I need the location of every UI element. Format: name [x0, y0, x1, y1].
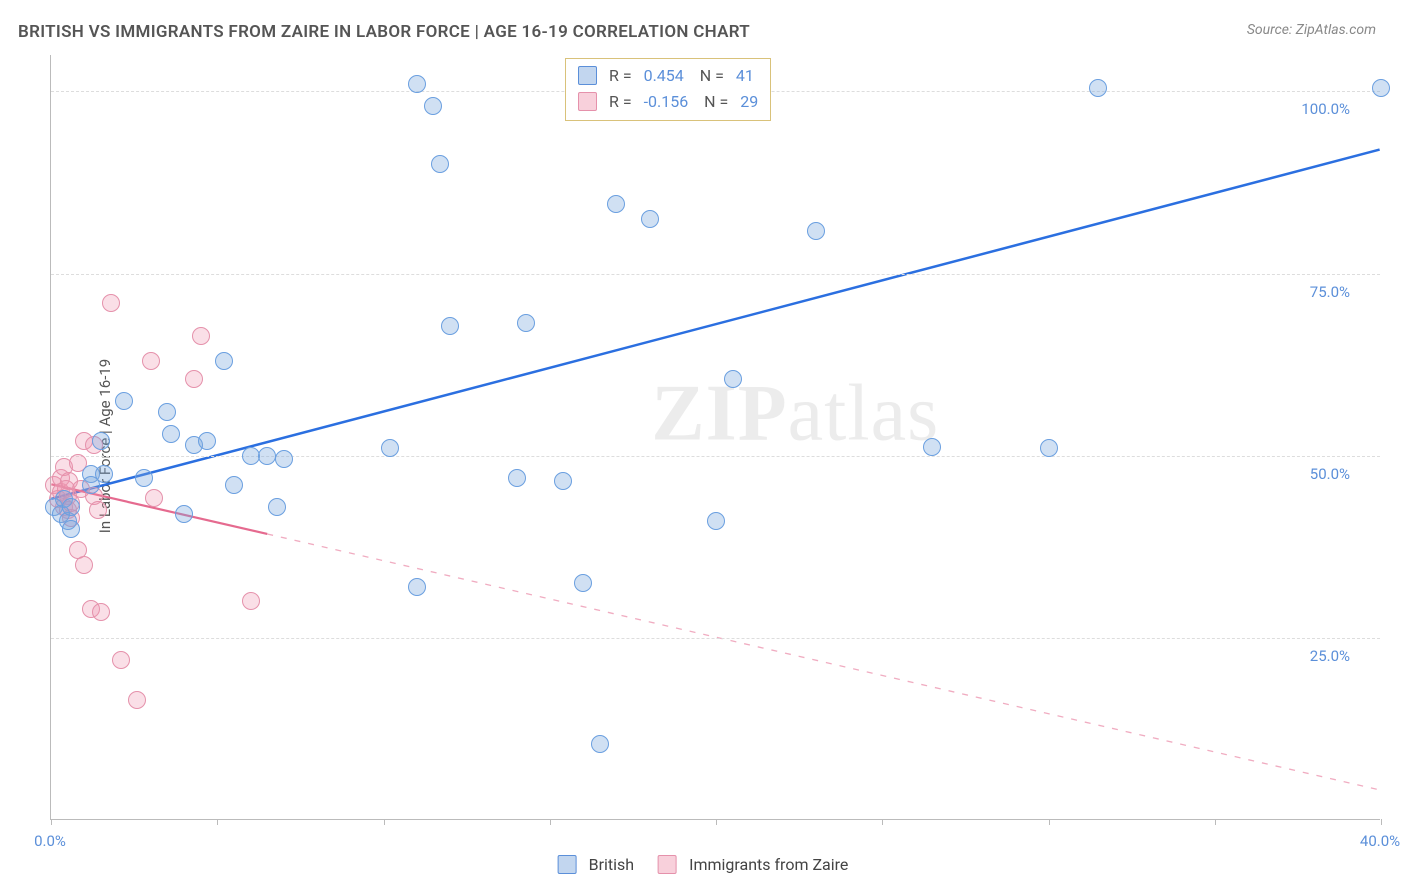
- data-point: [1372, 79, 1390, 97]
- x-tick-label: 0.0%: [34, 832, 66, 850]
- x-tick: [550, 819, 551, 825]
- stats-row-zaire: R = -0.156 N = 29: [578, 89, 758, 115]
- data-point: [158, 403, 176, 421]
- data-point: [641, 210, 659, 228]
- x-tick: [882, 819, 883, 825]
- plot-area: ZIPatlas 25.0% 50.0% 75.0% 100.0%: [50, 55, 1380, 820]
- data-point: [275, 450, 293, 468]
- data-point: [1040, 439, 1058, 457]
- stat-r-label: R =: [609, 89, 636, 115]
- y-tick-label: 50.0%: [1310, 465, 1350, 483]
- y-tick-label: 25.0%: [1310, 647, 1350, 665]
- legend-item-british: British: [558, 855, 634, 874]
- data-point: [1089, 79, 1107, 97]
- chart-title: BRITISH VS IMMIGRANTS FROM ZAIRE IN LABO…: [18, 22, 750, 42]
- data-point: [607, 195, 625, 213]
- data-point: [92, 432, 110, 450]
- chart-container: BRITISH VS IMMIGRANTS FROM ZAIRE IN LABO…: [0, 0, 1406, 892]
- x-tick: [217, 819, 218, 825]
- data-point: [175, 505, 193, 523]
- data-point: [574, 574, 592, 592]
- x-tick: [1381, 819, 1382, 825]
- legend-label-british: British: [589, 855, 634, 874]
- legend-item-zaire: Immigrants from Zaire: [658, 855, 848, 874]
- x-tick: [1049, 819, 1050, 825]
- data-point: [707, 512, 725, 530]
- x-tick: [716, 819, 717, 825]
- data-point: [92, 603, 110, 621]
- y-tick-label: 100.0%: [1301, 100, 1350, 118]
- data-point: [431, 155, 449, 173]
- data-point: [408, 75, 426, 93]
- data-point: [135, 469, 153, 487]
- data-point: [89, 501, 107, 519]
- data-point: [441, 317, 459, 335]
- data-point: [258, 447, 276, 465]
- data-point: [215, 352, 233, 370]
- data-point: [424, 97, 442, 115]
- source-label: Source: ZipAtlas.com: [1247, 22, 1376, 38]
- data-point: [62, 520, 80, 538]
- stat-n-zaire: 29: [740, 89, 758, 115]
- legend-label-zaire: Immigrants from Zaire: [689, 855, 848, 874]
- data-point: [242, 447, 260, 465]
- x-tick: [384, 819, 385, 825]
- data-point: [162, 425, 180, 443]
- trend-lines: [51, 55, 1380, 819]
- data-point: [268, 498, 286, 516]
- data-point: [517, 314, 535, 332]
- gridline-h: [51, 638, 1380, 639]
- data-point: [112, 651, 130, 669]
- data-point: [225, 476, 243, 494]
- data-point: [198, 432, 216, 450]
- stat-n-label: N =: [696, 89, 732, 115]
- x-tick: [51, 819, 52, 825]
- stat-r-label: R =: [609, 63, 636, 89]
- data-point: [102, 294, 120, 312]
- y-tick-label: 75.0%: [1310, 283, 1350, 301]
- stat-r-british: 0.454: [644, 63, 684, 89]
- data-point: [724, 370, 742, 388]
- data-point: [242, 592, 260, 610]
- stat-n-label: N =: [692, 63, 728, 89]
- stats-legend: R = 0.454 N = 41 R = -0.156 N = 29: [565, 58, 771, 121]
- data-point: [192, 327, 210, 345]
- stat-r-zaire: -0.156: [644, 89, 689, 115]
- data-point: [923, 438, 941, 456]
- data-point: [115, 392, 133, 410]
- swatch-blue-icon: [558, 855, 577, 874]
- swatch-pink-icon: [658, 855, 677, 874]
- data-point: [75, 556, 93, 574]
- watermark: ZIPatlas: [651, 369, 939, 460]
- gridline-h: [51, 274, 1380, 275]
- stats-row-british: R = 0.454 N = 41: [578, 63, 758, 89]
- data-point: [128, 691, 146, 709]
- data-point: [591, 735, 609, 753]
- data-point: [554, 472, 572, 490]
- data-point: [142, 352, 160, 370]
- swatch-blue-icon: [578, 66, 597, 85]
- data-point: [62, 498, 80, 516]
- data-point: [408, 578, 426, 596]
- data-point: [185, 370, 203, 388]
- x-tick: [1215, 819, 1216, 825]
- bottom-legend: British Immigrants from Zaire: [558, 855, 849, 874]
- data-point: [381, 439, 399, 457]
- data-point: [807, 222, 825, 240]
- data-point: [95, 465, 113, 483]
- data-point: [145, 489, 163, 507]
- x-tick-label: 40.0%: [1360, 832, 1400, 850]
- stat-n-british: 41: [736, 63, 754, 89]
- swatch-pink-icon: [578, 92, 597, 111]
- data-point: [508, 469, 526, 487]
